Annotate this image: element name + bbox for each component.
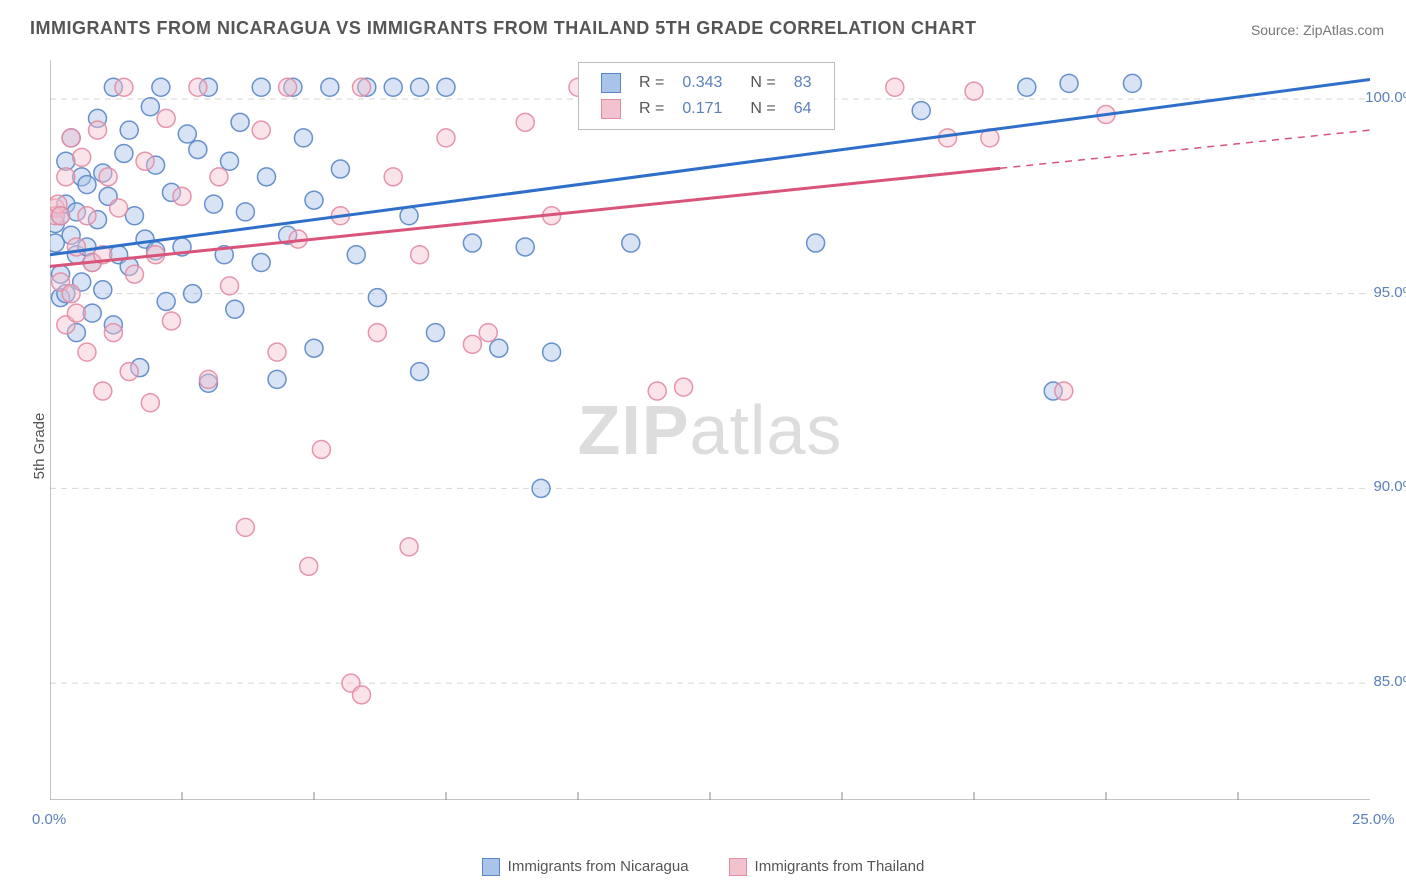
chart-title: IMMIGRANTS FROM NICARAGUA VS IMMIGRANTS …: [30, 18, 976, 39]
y-tick: 95.0%: [1373, 284, 1406, 301]
x-tick: 25.0%: [1352, 811, 1395, 828]
plot-area: ZIPatlas R = 0.343 N = 83 R = 0.171 N = …: [50, 60, 1370, 800]
correlation-table: R = 0.343 N = 83 R = 0.171 N = 64: [591, 69, 822, 123]
source-attribution: Source: ZipAtlas.com: [1251, 22, 1384, 38]
correlation-legend-box: R = 0.343 N = 83 R = 0.171 N = 64: [578, 62, 835, 130]
series-legend: Immigrants from Nicaragua Immigrants from…: [0, 858, 1406, 876]
y-tick: 100.0%: [1365, 89, 1406, 106]
legend-item: Immigrants from Nicaragua: [482, 858, 689, 876]
scatter-chart: [50, 60, 1370, 800]
y-axis-label: 5th Grade: [31, 413, 48, 480]
y-tick: 85.0%: [1373, 673, 1406, 690]
x-tick: 0.0%: [32, 811, 66, 828]
y-tick: 90.0%: [1373, 478, 1406, 495]
legend-item: Immigrants from Thailand: [729, 858, 925, 876]
